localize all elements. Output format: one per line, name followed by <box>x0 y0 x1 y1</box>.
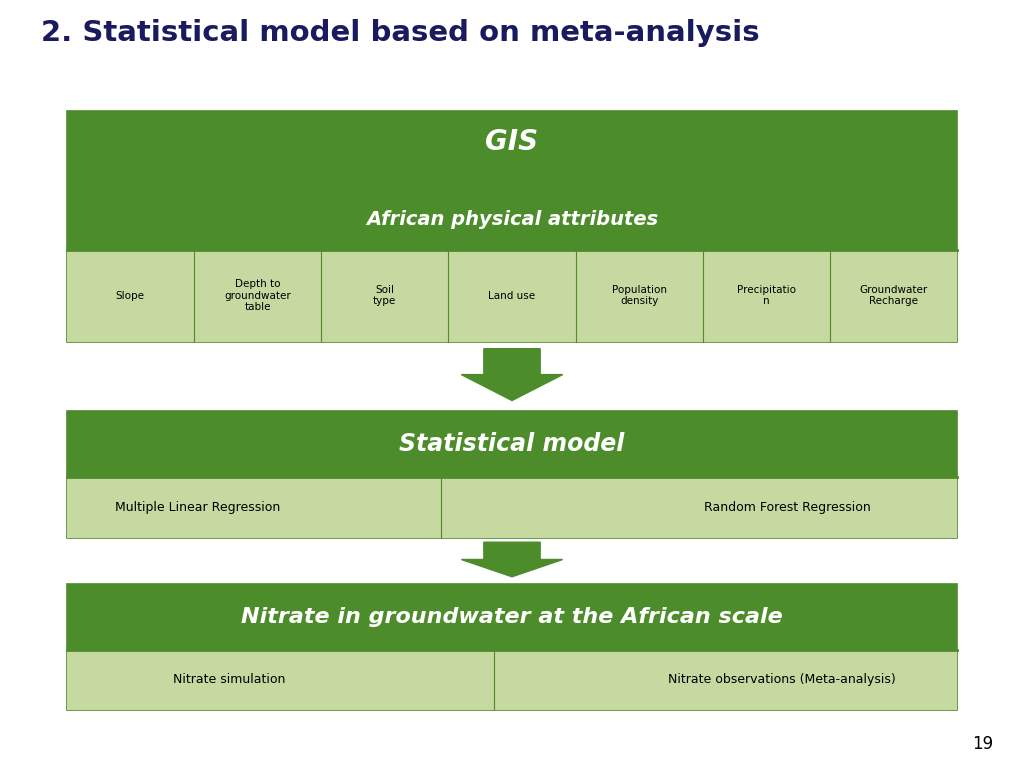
Text: Depth to
groundwater
table: Depth to groundwater table <box>224 279 291 313</box>
Bar <box>67 111 957 342</box>
Text: African physical attributes: African physical attributes <box>366 210 658 229</box>
Text: Groundwater
Recharge: Groundwater Recharge <box>860 285 928 306</box>
Bar <box>67 584 957 710</box>
Text: Soil
type: Soil type <box>373 285 396 306</box>
Bar <box>67 250 957 342</box>
Text: GIS: GIS <box>485 127 539 156</box>
Polygon shape <box>461 542 563 577</box>
Text: Nitrate in groundwater at the African scale: Nitrate in groundwater at the African sc… <box>241 607 783 627</box>
Text: Land use: Land use <box>488 290 536 301</box>
Text: Nitrate observations (Meta-analysis): Nitrate observations (Meta-analysis) <box>668 674 895 687</box>
Bar <box>67 650 957 710</box>
Bar <box>67 477 957 538</box>
Text: Nitrate simulation: Nitrate simulation <box>173 674 286 687</box>
Text: Population
density: Population density <box>611 285 667 306</box>
Text: Statistical model: Statistical model <box>399 432 625 456</box>
Text: Slope: Slope <box>116 290 144 301</box>
Polygon shape <box>461 349 563 401</box>
Text: Precipitatio
n: Precipitatio n <box>737 285 796 306</box>
Text: Random Forest Regression: Random Forest Regression <box>703 501 870 514</box>
Text: 19: 19 <box>972 735 993 753</box>
Text: 2. Statistical model based on meta-analysis: 2. Statistical model based on meta-analy… <box>41 19 760 47</box>
Bar <box>67 411 957 538</box>
Text: Multiple Linear Regression: Multiple Linear Regression <box>115 501 281 514</box>
